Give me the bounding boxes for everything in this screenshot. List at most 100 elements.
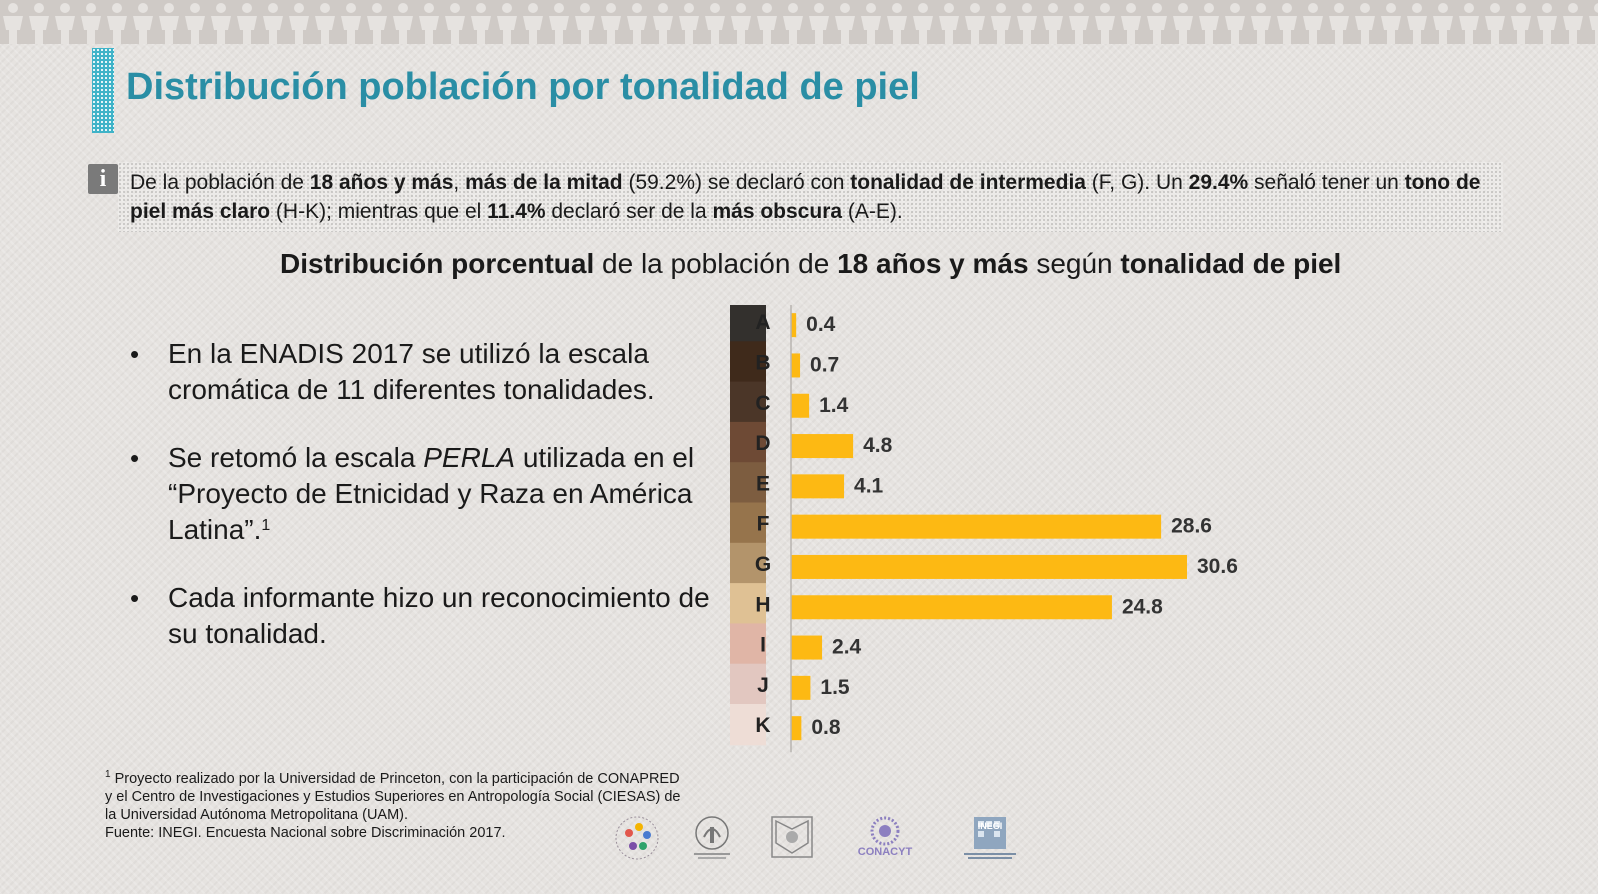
info-text-run: 29.4% <box>1188 171 1249 194</box>
footnote-line: la Universidad Autónoma Metropolitana (U… <box>105 806 745 824</box>
data-label: 0.4 <box>806 313 836 336</box>
info-text-run: , <box>453 171 466 194</box>
tone-swatch <box>730 663 766 705</box>
logo-row: CONACYT INEGI <box>615 816 1016 860</box>
category-label: D <box>755 432 770 455</box>
chart-title-run: tonalidad de piel <box>1120 248 1342 279</box>
tone-swatch <box>730 341 766 383</box>
category-label: K <box>755 714 770 737</box>
bullet-list: En la ENADIS 2017 se utilizó la escala c… <box>130 336 710 652</box>
decorative-top-border <box>0 0 1598 44</box>
conapred-logo <box>615 816 659 860</box>
info-text-run: (H-K); mientras que el <box>270 200 488 223</box>
data-label: 1.4 <box>819 394 849 417</box>
tone-swatch <box>730 421 766 464</box>
footnote-run: la Universidad Autónoma Metropolitana (U… <box>105 806 409 823</box>
info-text-run: (A-E). <box>842 200 903 223</box>
data-label: 28.6 <box>1171 515 1212 538</box>
bar <box>791 353 801 378</box>
info-text: De la población de 18 años y más, más de… <box>130 168 1490 226</box>
info-text-run: más de la mitad <box>465 171 623 194</box>
bar <box>791 313 797 338</box>
info-text-run: tonalidad de intermedia <box>850 171 1086 194</box>
bar <box>791 675 811 700</box>
category-label: B <box>755 351 770 374</box>
footnote-line: 1 Proyecto realizado por la Universidad … <box>105 766 745 788</box>
category-label: A <box>755 311 770 334</box>
bar <box>791 514 1162 539</box>
tone-swatch <box>730 583 766 625</box>
info-text-run: (59.2%) se declaró con <box>622 171 851 194</box>
chart-title: Distribución porcentual de la población … <box>280 248 1341 280</box>
info-text-run: De la población de <box>130 171 310 194</box>
data-label: 30.6 <box>1197 555 1238 578</box>
info-text-run: 11.4% <box>487 200 546 223</box>
bullet-text: utilizada en el “Proyecto de Etnicidad y… <box>168 442 695 545</box>
tone-swatch <box>730 704 766 746</box>
bar <box>791 393 810 418</box>
footnote-run: 1 <box>105 769 111 780</box>
bar <box>791 474 845 499</box>
category-label: C <box>755 392 770 415</box>
footnote-run: y el Centro de Investigaciones y Estudio… <box>105 788 681 805</box>
info-text-run: declaró ser de la <box>545 200 713 223</box>
info-text-run: señaló tener un <box>1248 171 1405 194</box>
bullet-text: Se retomó la escala <box>168 442 424 473</box>
bullet-text: PERLA <box>423 442 516 473</box>
data-label: 24.8 <box>1122 595 1163 618</box>
data-label: 0.8 <box>811 716 841 739</box>
data-label: 4.8 <box>863 434 893 457</box>
inegi-label: INEGI <box>978 821 1003 831</box>
bullet-item: Se retomó la escala PERLA utilizada en e… <box>130 440 710 548</box>
category-label: G <box>755 553 771 576</box>
inegi-logo: INEGI <box>964 817 1016 859</box>
category-label: J <box>757 674 769 697</box>
info-text-run: tono de piel más claro <box>130 171 1481 223</box>
chart-title-run: de la población de <box>594 248 838 279</box>
bar <box>791 716 802 741</box>
bullet-text: En la ENADIS 2017 se utilizó la escala c… <box>168 338 655 405</box>
info-text-run: más obscura <box>712 200 843 223</box>
info-text-run: 18 años y más <box>309 171 454 194</box>
bar <box>791 554 1187 579</box>
bar <box>791 595 1112 620</box>
footnote-run: Fuente: INEGI. Encuesta Nacional sobre D… <box>105 824 506 841</box>
bar <box>791 635 823 660</box>
conacyt-label: CONACYT <box>858 846 913 858</box>
bullet-text: 1 <box>261 517 271 534</box>
footnote: 1 Proyecto realizado por la Universidad … <box>105 766 745 842</box>
category-label: F <box>757 513 770 536</box>
chart-title-run: 18 años y más <box>837 248 1029 279</box>
page-title: Distribución población por tonalidad de … <box>126 66 920 108</box>
data-label: 1.5 <box>820 676 850 699</box>
category-label: E <box>756 472 770 495</box>
data-label: 4.1 <box>854 474 884 497</box>
tone-swatch <box>730 542 766 585</box>
bar <box>791 434 854 459</box>
category-label: I <box>760 634 766 657</box>
bullet-item: En la ENADIS 2017 se utilizó la escala c… <box>130 336 710 408</box>
category-label: H <box>755 593 770 616</box>
bullet-item: Cada informante hizo un reconocimiento d… <box>130 580 710 652</box>
unam-logo <box>771 816 813 858</box>
info-box <box>118 162 1503 232</box>
data-label: 0.7 <box>810 353 839 376</box>
chart-title-run: según <box>1028 248 1121 279</box>
footnote-line: Fuente: INEGI. Encuesta Nacional sobre D… <box>105 824 745 842</box>
tone-swatch <box>730 462 766 504</box>
skin-tone-bar-chart: A 0.4 B 0.7 C 1.4 D 4.8 E 4.1 F 28.6 G 30.6 H 24.8 I 2.4 J… <box>730 305 1238 753</box>
footnote-line: y el Centro de Investigaciones y Estudio… <box>105 788 745 806</box>
footnote-run: Proyecto realizado por la Universidad de… <box>110 770 680 787</box>
bullet-text: Cada informante hizo un reconocimiento d… <box>168 582 710 649</box>
cndh-logo <box>694 816 730 859</box>
tone-swatch <box>730 502 766 544</box>
tone-swatch <box>730 305 766 343</box>
info-text-run: (F, G). Un <box>1085 171 1189 194</box>
tone-swatch <box>730 623 766 665</box>
title-accent-bar <box>92 48 114 133</box>
data-label: 2.4 <box>832 636 862 659</box>
chart-title-run: Distribución porcentual <box>280 248 595 279</box>
tone-swatch <box>730 381 766 423</box>
conacyt-logo: CONACYT <box>858 816 913 858</box>
info-icon: i <box>88 164 118 194</box>
